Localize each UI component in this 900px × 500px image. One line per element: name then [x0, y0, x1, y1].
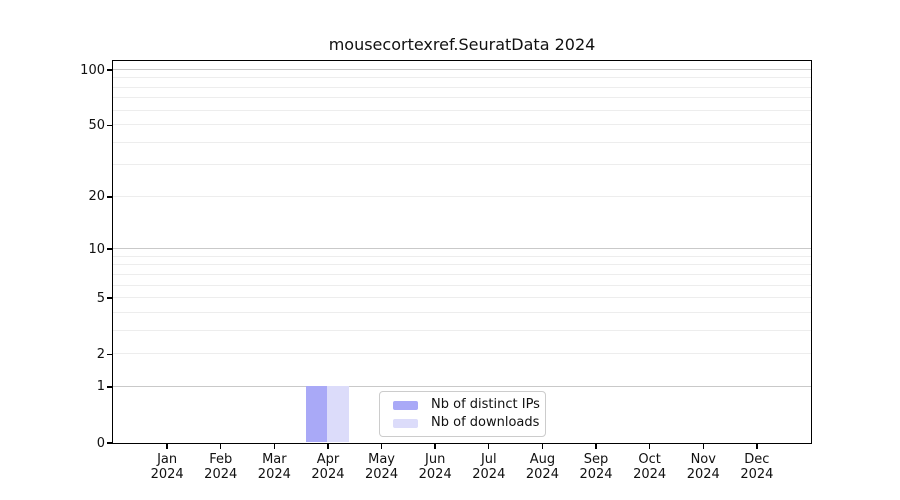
- minor-gridline: [113, 297, 811, 299]
- x-tick-label: Sep 2024: [566, 452, 626, 482]
- legend-item: Nb of downloads: [388, 415, 540, 431]
- legend-label: Nb of downloads: [431, 415, 540, 430]
- x-tick-month: Nov: [690, 452, 716, 467]
- x-axis-tick: [220, 444, 222, 449]
- minor-gridline: [113, 86, 811, 88]
- x-tick-month: Feb: [209, 452, 233, 467]
- y-tick-label: 2: [96, 346, 105, 362]
- x-axis-tick: [702, 444, 704, 449]
- x-tick-month: Oct: [638, 452, 661, 467]
- y-axis-tick: [107, 442, 113, 444]
- minor-gridline: [113, 273, 811, 275]
- bar-nb-of-downloads: [327, 386, 349, 443]
- x-tick-year: 2024: [686, 467, 720, 482]
- legend-label: Nb of distinct IPs: [431, 397, 540, 412]
- x-tick-year: 2024: [257, 467, 291, 482]
- x-tick-year: 2024: [525, 467, 559, 482]
- minor-gridline: [113, 164, 811, 166]
- x-axis-tick: [756, 444, 758, 449]
- y-axis-tick: [107, 386, 113, 388]
- x-tick-month: Dec: [744, 452, 770, 467]
- x-axis-tick: [166, 444, 168, 449]
- x-axis-tick: [380, 444, 383, 449]
- minor-gridline: [113, 195, 811, 197]
- chart-title: mousecortexref.SeuratData 2024: [328, 35, 596, 54]
- major-gridline: [113, 69, 811, 70]
- x-axis-tick: [595, 444, 597, 449]
- y-tick-label: 50: [88, 117, 105, 133]
- y-tick-label: 20: [88, 189, 105, 205]
- legend-swatch-downloads: [393, 418, 418, 428]
- minor-gridline: [113, 97, 811, 99]
- x-tick-label: Aug 2024: [512, 452, 572, 482]
- y-tick-label: 100: [80, 62, 105, 78]
- major-gridline: [113, 248, 811, 250]
- minor-gridline: [113, 109, 811, 111]
- x-tick-year: 2024: [150, 467, 184, 482]
- x-tick-label: Jan 2024: [137, 452, 197, 482]
- x-tick-label: Nov 2024: [673, 452, 733, 482]
- y-axis-tick: [107, 353, 113, 355]
- x-axis-tick: [541, 444, 544, 449]
- x-tick-month: Jan: [157, 452, 178, 467]
- x-tick-month: May: [368, 452, 395, 467]
- legend-item: Nb of distinct IPs: [388, 397, 540, 413]
- x-axis-tick: [488, 444, 490, 449]
- x-tick-year: 2024: [204, 467, 238, 482]
- y-axis-tick: [107, 196, 113, 198]
- major-gridline: [113, 385, 811, 387]
- x-tick-year: 2024: [418, 467, 452, 482]
- x-tick-label: Oct 2024: [620, 452, 680, 482]
- y-axis-tick: [107, 248, 113, 250]
- y-tick-label: 0: [96, 435, 105, 451]
- bar-nb-of-distinct-ips: [306, 386, 328, 443]
- legend-swatch-distinct-ips: [393, 400, 418, 410]
- x-tick-month: Jun: [425, 452, 446, 467]
- x-axis-tick: [648, 444, 651, 449]
- x-tick-month: Aug: [529, 452, 556, 467]
- y-tick-label: 1: [96, 379, 105, 395]
- x-tick-year: 2024: [311, 467, 345, 482]
- x-axis-tick: [273, 444, 276, 449]
- x-tick-month: Apr: [316, 452, 340, 467]
- y-tick-label: 5: [96, 290, 105, 306]
- x-axis-tick: [327, 444, 329, 449]
- x-tick-label: Feb 2024: [191, 452, 251, 482]
- x-tick-month: Mar: [262, 452, 287, 467]
- x-tick-year: 2024: [633, 467, 667, 482]
- x-tick-label: Apr 2024: [298, 452, 358, 482]
- x-tick-month: Sep: [583, 452, 609, 467]
- x-tick-label: Jul 2024: [459, 452, 519, 482]
- minor-gridline: [113, 329, 811, 331]
- x-tick-year: 2024: [472, 467, 506, 482]
- x-tick-label: Jun 2024: [405, 452, 465, 482]
- y-axis-tick: [107, 297, 113, 299]
- legend: Nb of distinct IPs Nb of downloads: [379, 391, 546, 437]
- minor-gridline: [113, 124, 811, 126]
- minor-gridline: [113, 255, 811, 257]
- minor-gridline: [113, 353, 811, 355]
- x-tick-year: 2024: [740, 467, 774, 482]
- y-tick-label: 10: [88, 241, 105, 257]
- x-tick-label: Mar 2024: [244, 452, 304, 482]
- x-tick-year: 2024: [365, 467, 399, 482]
- y-axis-tick: [107, 124, 113, 126]
- x-tick-label: May 2024: [352, 452, 412, 482]
- x-tick-year: 2024: [579, 467, 613, 482]
- x-tick-label: Dec 2024: [727, 452, 787, 482]
- minor-gridline: [113, 264, 811, 266]
- minor-gridline: [113, 77, 811, 79]
- minor-gridline: [113, 141, 811, 143]
- minor-gridline: [113, 284, 811, 286]
- x-axis-tick: [434, 444, 436, 449]
- plot-area: [112, 60, 812, 444]
- y-axis-tick: [107, 69, 113, 71]
- minor-gridline: [113, 311, 811, 313]
- x-tick-month: Jul: [480, 452, 497, 467]
